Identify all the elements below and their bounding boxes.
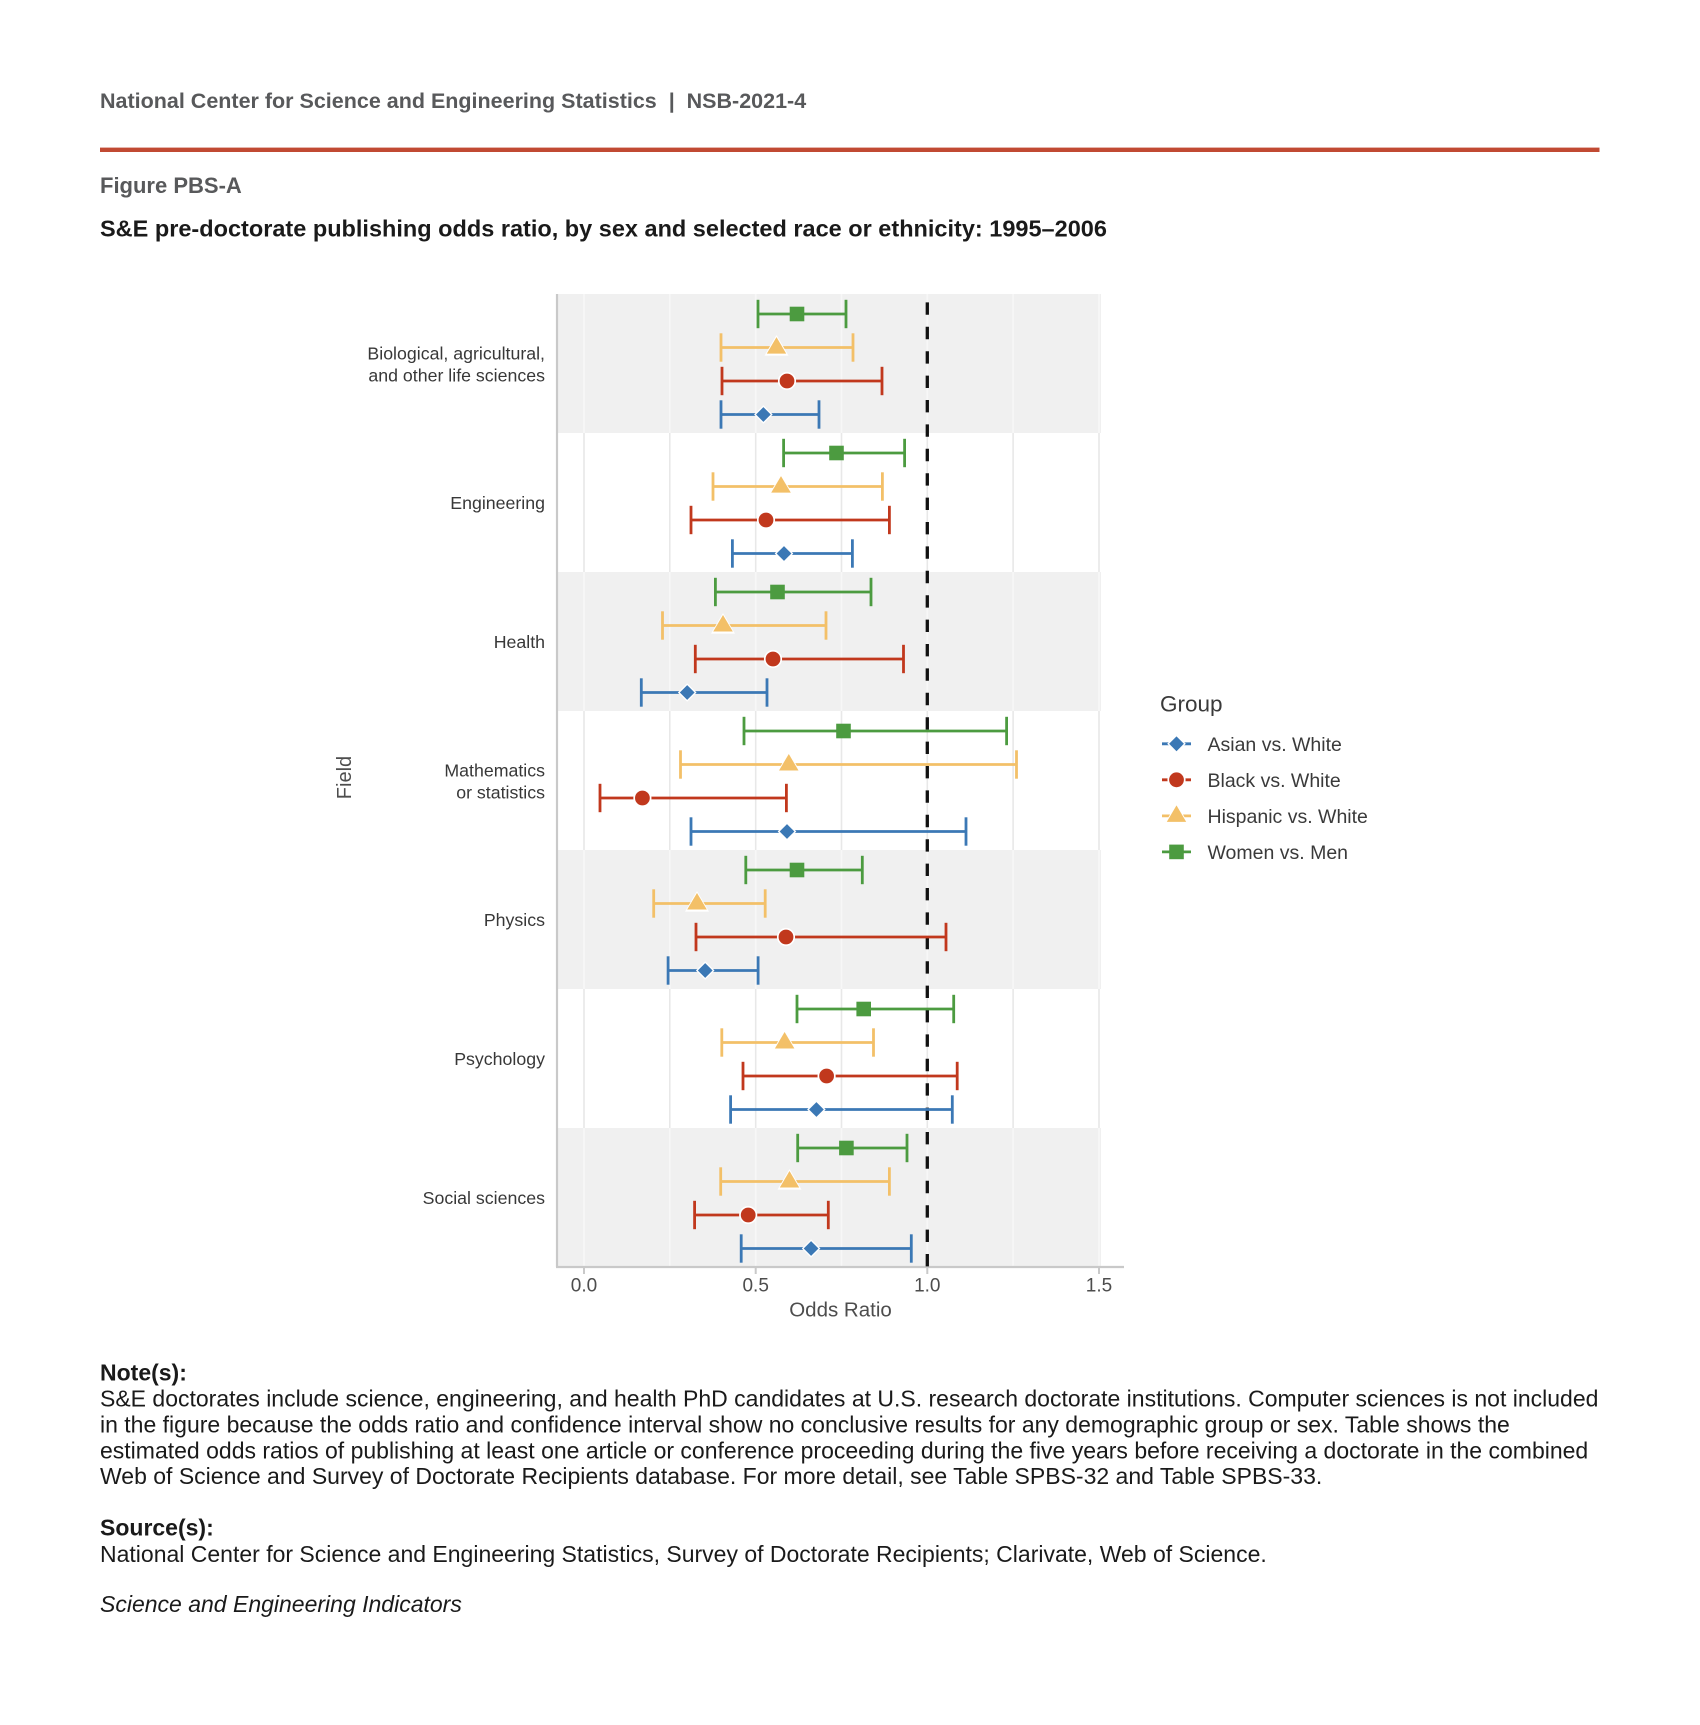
svg-text:Note(s):: Note(s): (100, 1359, 187, 1385)
svg-text:Biological, agricultural,: Biological, agricultural, (367, 343, 545, 363)
svg-text:Health: Health (494, 632, 545, 652)
svg-text:Field: Field (334, 756, 356, 799)
svg-text:Group: Group (1160, 692, 1223, 717)
svg-text:Science and Engineering Indica: Science and Engineering Indicators (100, 1591, 462, 1617)
svg-text:Women vs. Men: Women vs. Men (1208, 842, 1349, 864)
svg-text:Physics: Physics (484, 910, 545, 930)
svg-text:Psychology: Psychology (454, 1049, 545, 1069)
svg-text:Hispanic vs. White: Hispanic vs. White (1208, 806, 1368, 828)
svg-text:Black vs. White: Black vs. White (1208, 770, 1341, 792)
svg-text:0.5: 0.5 (742, 1276, 768, 1297)
svg-text:in the figure because the odds: in the figure because the odds ratio and… (100, 1411, 1510, 1437)
svg-text:Figure PBS-A: Figure PBS-A (100, 173, 242, 198)
svg-text:S&E doctorates include science: S&E doctorates include science, engineer… (100, 1386, 1598, 1412)
svg-text:Source(s):: Source(s): (100, 1514, 214, 1540)
svg-text:0.0: 0.0 (571, 1276, 597, 1297)
svg-text:Odds Ratio: Odds Ratio (789, 1299, 892, 1322)
svg-text:estimated odds ratios of publi: estimated odds ratios of publishing at l… (100, 1437, 1588, 1463)
svg-text:Asian vs. White: Asian vs. White (1208, 734, 1342, 756)
svg-text:and other life sciences: and other life sciences (368, 365, 545, 385)
svg-text:Engineering: Engineering (450, 493, 545, 513)
svg-text:National Center for Science an: National Center for Science and Engineer… (100, 89, 806, 113)
svg-text:Social sciences: Social sciences (423, 1188, 545, 1208)
svg-text:National Center for Science an: National Center for Science and Engineer… (100, 1541, 1267, 1567)
svg-text:Mathematics: Mathematics (444, 760, 545, 780)
svg-text:Web of Science and Survey of D: Web of Science and Survey of Doctorate R… (100, 1463, 1322, 1489)
svg-text:1.0: 1.0 (914, 1276, 940, 1297)
svg-text:1.5: 1.5 (1086, 1276, 1112, 1297)
svg-text:or statistics: or statistics (456, 782, 545, 802)
svg-text:S&E pre-doctorate publishing o: S&E pre-doctorate publishing odds ratio,… (100, 215, 1107, 241)
